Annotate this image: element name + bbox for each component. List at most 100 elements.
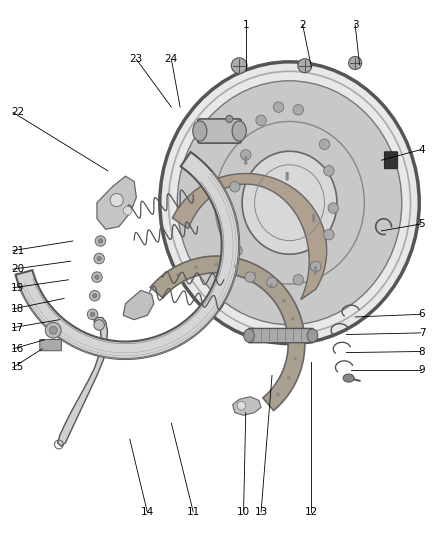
Circle shape <box>310 261 320 272</box>
Ellipse shape <box>159 62 418 344</box>
Circle shape <box>97 256 101 261</box>
Polygon shape <box>57 318 107 446</box>
Text: 13: 13 <box>254 507 267 517</box>
Circle shape <box>92 294 97 298</box>
Ellipse shape <box>307 329 317 342</box>
Text: 4: 4 <box>418 144 424 155</box>
Circle shape <box>244 161 247 165</box>
Ellipse shape <box>242 151 336 254</box>
Circle shape <box>313 271 317 275</box>
Circle shape <box>244 272 255 282</box>
Text: 20: 20 <box>11 264 24 274</box>
Text: 14: 14 <box>140 507 154 517</box>
Polygon shape <box>232 397 261 415</box>
Circle shape <box>214 263 217 266</box>
Polygon shape <box>123 290 153 320</box>
Circle shape <box>202 177 205 181</box>
Circle shape <box>327 203 338 213</box>
Polygon shape <box>172 174 326 300</box>
Circle shape <box>94 320 104 330</box>
Circle shape <box>286 376 290 379</box>
Circle shape <box>252 272 256 276</box>
Circle shape <box>231 245 242 256</box>
Circle shape <box>323 229 333 240</box>
Text: 23: 23 <box>130 54 143 64</box>
Circle shape <box>123 206 132 215</box>
Text: 11: 11 <box>186 507 199 517</box>
Circle shape <box>98 239 102 243</box>
Circle shape <box>244 158 247 162</box>
Circle shape <box>285 177 288 181</box>
Circle shape <box>244 156 247 159</box>
Circle shape <box>176 273 179 277</box>
FancyBboxPatch shape <box>40 340 61 351</box>
Circle shape <box>293 357 296 360</box>
Ellipse shape <box>232 121 246 141</box>
Circle shape <box>194 265 198 269</box>
Circle shape <box>110 193 123 207</box>
Text: 18: 18 <box>11 304 24 314</box>
Circle shape <box>49 326 57 334</box>
Circle shape <box>202 172 205 175</box>
Ellipse shape <box>343 374 353 382</box>
Circle shape <box>318 139 329 150</box>
Circle shape <box>45 322 61 338</box>
Circle shape <box>294 337 297 340</box>
Circle shape <box>89 290 100 301</box>
Circle shape <box>231 58 247 74</box>
Text: 8: 8 <box>418 346 424 357</box>
Polygon shape <box>150 256 304 410</box>
Circle shape <box>276 393 279 396</box>
Circle shape <box>202 174 205 178</box>
Text: 12: 12 <box>304 507 317 517</box>
Circle shape <box>90 312 95 317</box>
Circle shape <box>268 284 272 287</box>
Circle shape <box>240 150 251 160</box>
Text: 2: 2 <box>299 20 305 30</box>
Circle shape <box>282 299 285 302</box>
Circle shape <box>292 104 303 115</box>
Text: 5: 5 <box>418 219 424 229</box>
Ellipse shape <box>243 329 254 342</box>
Circle shape <box>94 253 104 264</box>
FancyBboxPatch shape <box>198 119 240 143</box>
Circle shape <box>313 266 317 270</box>
FancyBboxPatch shape <box>248 328 312 343</box>
Circle shape <box>348 56 361 70</box>
Circle shape <box>227 219 237 229</box>
Text: 19: 19 <box>11 282 24 293</box>
Circle shape <box>285 172 288 175</box>
Text: 3: 3 <box>351 20 358 30</box>
Text: 6: 6 <box>418 309 424 319</box>
Polygon shape <box>15 152 239 359</box>
Circle shape <box>234 265 237 268</box>
Circle shape <box>92 272 102 282</box>
Polygon shape <box>97 176 136 229</box>
Circle shape <box>292 274 303 285</box>
Circle shape <box>225 116 232 123</box>
Text: 10: 10 <box>237 507 250 517</box>
Text: 17: 17 <box>11 322 24 333</box>
Text: 1: 1 <box>242 20 248 30</box>
Circle shape <box>273 102 283 112</box>
Circle shape <box>266 277 277 288</box>
Circle shape <box>311 216 314 220</box>
Text: 15: 15 <box>11 362 24 373</box>
Text: 7: 7 <box>418 328 424 338</box>
Circle shape <box>313 269 317 272</box>
Text: 21: 21 <box>11 246 24 255</box>
Circle shape <box>285 174 288 178</box>
Circle shape <box>297 59 311 72</box>
Ellipse shape <box>192 121 206 141</box>
Text: 9: 9 <box>418 365 424 375</box>
Circle shape <box>323 166 333 176</box>
Text: 22: 22 <box>11 108 24 117</box>
Text: 16: 16 <box>11 344 24 354</box>
FancyBboxPatch shape <box>384 152 397 169</box>
Circle shape <box>290 317 293 320</box>
Circle shape <box>87 309 98 320</box>
Circle shape <box>229 182 240 192</box>
Circle shape <box>237 401 245 410</box>
Circle shape <box>95 236 106 246</box>
Circle shape <box>95 275 99 279</box>
